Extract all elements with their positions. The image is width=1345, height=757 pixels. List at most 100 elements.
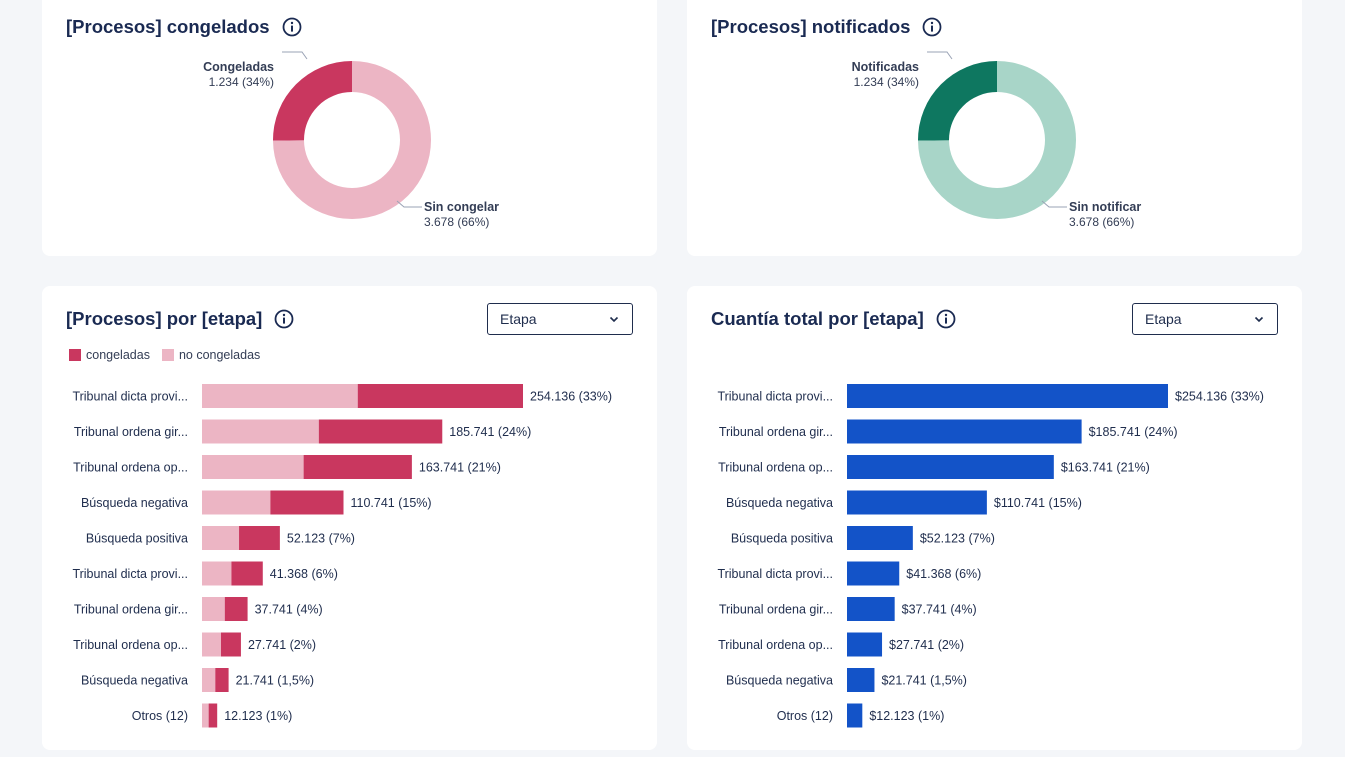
leader-line	[1041, 200, 1067, 208]
bar-segment-congeladas[interactable]	[215, 668, 229, 692]
bar[interactable]	[847, 597, 895, 621]
bar-chart-cuantia-por-etapa: Tribunal dicta provi... $254.136 (33%) Tri…	[717, 384, 1264, 728]
bar-value-label: $185.741 (24%)	[1089, 425, 1178, 439]
bar-value-label: $163.741 (21%)	[1061, 461, 1150, 475]
legend-swatch-no-congeladas	[161, 349, 174, 361]
category-label: Tribunal ordena gir...	[74, 425, 188, 439]
legend-label: congeladas	[86, 348, 150, 362]
bar-segment-no-congeladas[interactable]	[202, 384, 358, 408]
slice-label-name: Notificadas	[852, 60, 919, 74]
bar-value-label: $52.123 (7%)	[920, 532, 995, 546]
category-label: Tribunal ordena gir...	[719, 603, 833, 617]
bar-value-label: 52.123 (7%)	[287, 532, 355, 546]
info-icon[interactable]	[936, 309, 956, 329]
bar[interactable]	[847, 419, 1082, 444]
slice-label-value: 3.678 (66%)	[424, 215, 489, 229]
card-title: Cuantía total por [etapa]	[711, 308, 956, 330]
bar[interactable]	[847, 703, 863, 728]
legend-swatch-congeladas	[69, 349, 81, 361]
info-icon[interactable]	[274, 309, 294, 329]
bar-segment-congeladas[interactable]	[318, 419, 443, 444]
bar-segment-congeladas[interactable]	[303, 455, 412, 479]
card-procesos-por-etapa: [Procesos] por [etapa] Etapa congeladas …	[42, 286, 657, 750]
card-title-text: [Procesos] por [etapa]	[66, 308, 263, 329]
bar[interactable]	[847, 561, 900, 586]
bar-segment-no-congeladas[interactable]	[202, 597, 225, 621]
category-label: Búsqueda negativa	[726, 496, 833, 510]
bar-value-label: $12.123 (1%)	[869, 709, 944, 723]
card-procesos-congelados: [Procesos] congelados Congeladas 1.234 (3…	[42, 0, 657, 256]
donut-slice-congeladas[interactable]	[273, 61, 352, 141]
donut-slice-notificadas[interactable]	[918, 61, 997, 141]
etapa-select[interactable]: Etapa	[487, 303, 633, 335]
category-label: Búsqueda positiva	[86, 532, 188, 546]
bar-segment-congeladas[interactable]	[357, 384, 523, 408]
card-title: [Procesos] congelados	[66, 16, 302, 38]
bar-segment-no-congeladas[interactable]	[202, 632, 221, 657]
category-label: Búsqueda negativa	[81, 496, 188, 510]
bar[interactable]	[847, 455, 1054, 479]
bar[interactable]	[847, 526, 913, 550]
category-label: Otros (12)	[777, 709, 833, 723]
bar[interactable]	[847, 490, 987, 515]
bar-segment-no-congeladas[interactable]	[202, 455, 304, 479]
slice-label-value: 1.234 (34%)	[209, 75, 274, 89]
bar-value-label: $41.368 (6%)	[906, 567, 981, 581]
bar-value-label: $254.136 (33%)	[1175, 390, 1264, 404]
info-icon[interactable]	[922, 17, 942, 37]
slice-label-value: 3.678 (66%)	[1069, 215, 1134, 229]
legend-label: no congeladas	[178, 348, 261, 362]
bar-segment-no-congeladas[interactable]	[202, 526, 240, 550]
bar-segment-congeladas[interactable]	[224, 597, 248, 621]
bar-value-label: 37.741 (4%)	[255, 603, 323, 617]
slice-label-name: Congeladas	[203, 60, 274, 74]
bar-segment-no-congeladas[interactable]	[202, 703, 209, 728]
bar-chart-procesos-por-etapa: Tribunal dicta provi... 254.136 (33%) Trib…	[72, 384, 612, 728]
bar[interactable]	[847, 384, 1168, 408]
card-cuantia-total-por-etapa: Cuantía total por [etapa] Etapa Tribunal…	[687, 286, 1302, 750]
chevron-down-icon	[1254, 316, 1264, 323]
category-label: Tribunal dicta provi...	[717, 567, 833, 581]
legend-item-congeladas: congeladas	[69, 348, 150, 362]
category-label: Tribunal ordena gir...	[719, 425, 833, 439]
category-label: Tribunal dicta provi...	[717, 390, 833, 404]
category-label: Búsqueda negativa	[726, 674, 833, 688]
bar-value-label: 12.123 (1%)	[224, 709, 292, 723]
bar-segment-congeladas[interactable]	[208, 703, 218, 728]
category-label: Otros (12)	[132, 709, 188, 723]
card-title: [Procesos] notificados	[711, 16, 942, 38]
card-title-text: Cuantía total por [etapa]	[711, 308, 924, 329]
info-icon[interactable]	[282, 17, 302, 37]
category-label: Tribunal dicta provi...	[72, 390, 188, 404]
donut-slice-sin-notificar[interactable]	[918, 61, 1076, 219]
bar-segment-no-congeladas[interactable]	[202, 668, 216, 692]
bar-value-label: 27.741 (2%)	[248, 638, 316, 652]
bar-segment-congeladas[interactable]	[231, 561, 263, 586]
donut-slice-sin-congelar[interactable]	[273, 61, 431, 219]
bar-segment-no-congeladas[interactable]	[202, 561, 232, 586]
bar[interactable]	[847, 668, 875, 692]
category-label: Tribunal ordena op...	[73, 461, 188, 475]
bar[interactable]	[847, 632, 883, 657]
bar-segment-no-congeladas[interactable]	[202, 490, 271, 515]
bar-segment-congeladas[interactable]	[220, 632, 241, 657]
bar-segment-congeladas[interactable]	[239, 526, 280, 550]
bar-segment-no-congeladas[interactable]	[202, 419, 319, 444]
category-label: Tribunal ordena op...	[73, 638, 188, 652]
etapa-select-value: Etapa	[500, 311, 537, 327]
category-label: Tribunal ordena gir...	[74, 603, 188, 617]
bar-value-label: 254.136 (33%)	[530, 390, 612, 404]
category-label: Búsqueda negativa	[81, 674, 188, 688]
category-label: Tribunal ordena op...	[718, 638, 833, 652]
bar-value-label: 110.741 (15%)	[351, 496, 432, 510]
chevron-down-icon	[609, 316, 619, 323]
bar-segment-congeladas[interactable]	[270, 490, 344, 515]
bar-value-label: 163.741 (21%)	[419, 461, 501, 475]
card-title: [Procesos] por [etapa]	[66, 308, 294, 330]
category-label: Tribunal ordena op...	[718, 461, 833, 475]
bar-value-label: $27.741 (2%)	[889, 638, 964, 652]
etapa-select[interactable]: Etapa	[1132, 303, 1278, 335]
bar-value-label: 21.741 (1,5%)	[236, 674, 315, 688]
